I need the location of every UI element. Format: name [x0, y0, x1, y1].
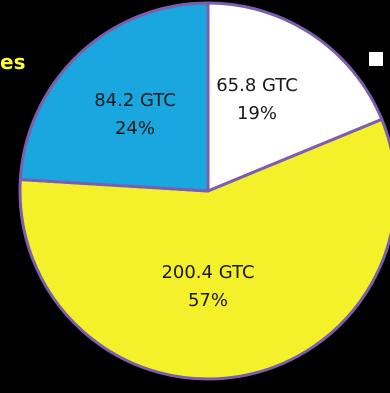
pie-slice-1 — [206, 1, 384, 193]
pie-slice-3 — [18, 1, 210, 193]
slice-value-label-2: 200.4 GTC — [161, 262, 254, 283]
pie-slice-2 — [18, 117, 390, 381]
slice-percent-label-2: 57% — [188, 290, 228, 311]
slice-percent-label-3: 24% — [115, 118, 155, 139]
legend-swatch — [369, 52, 383, 66]
slice-value-label-3: 84.2 GTC — [94, 90, 176, 111]
slice-percent-label-1: 19% — [237, 103, 277, 124]
slice-value-label-1: 65.8 GTC — [216, 75, 298, 96]
legend-label-partial: es — [0, 50, 26, 74]
